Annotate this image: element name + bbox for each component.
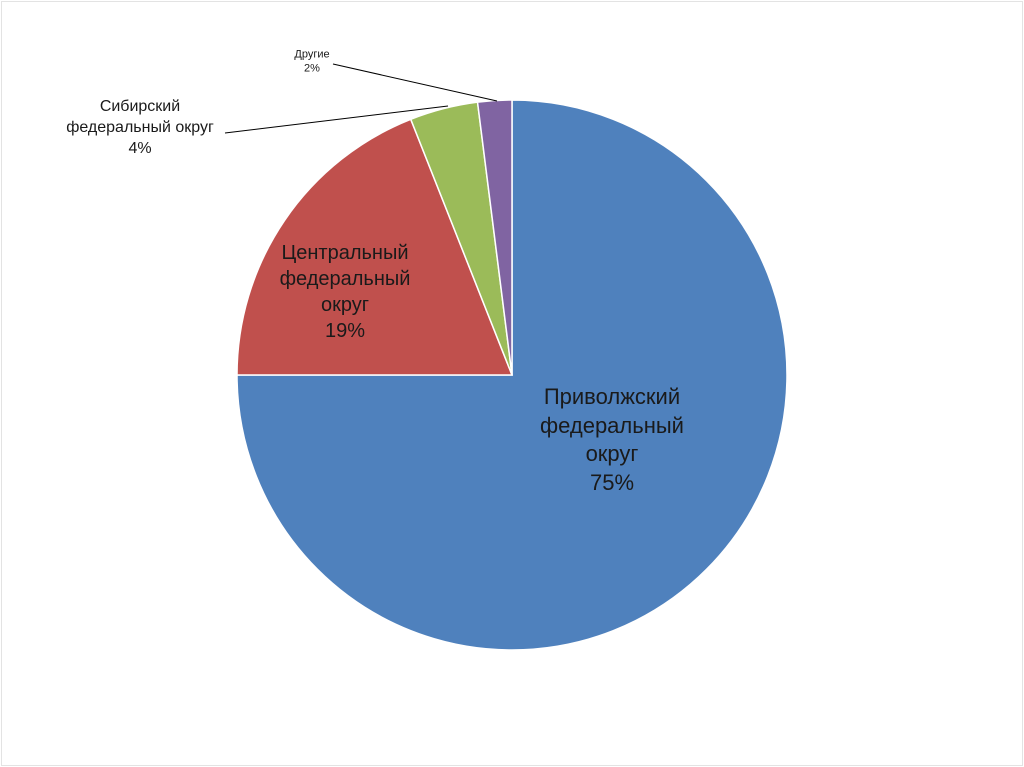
data-label: Сибирский федеральный округ 4% bbox=[60, 97, 220, 159]
data-label: Центральный федеральный округ 19% bbox=[255, 240, 435, 344]
label-value: 75% bbox=[589, 469, 635, 495]
label-value: 4% bbox=[128, 139, 152, 157]
leader-line bbox=[332, 63, 498, 102]
pie-slice bbox=[236, 99, 788, 651]
label-name: Сибирский федеральный округ bbox=[66, 97, 214, 136]
label-value: 2% bbox=[304, 63, 320, 75]
label-name: Приволжский федеральный округ bbox=[540, 383, 684, 466]
data-label: Другие 2% bbox=[282, 48, 342, 77]
label-value: 19% bbox=[324, 320, 366, 342]
leader-line bbox=[224, 105, 449, 134]
pie-slice bbox=[236, 118, 514, 376]
data-label: Приволжский федеральный округ 75% bbox=[512, 383, 712, 497]
label-name: Центральный федеральный округ bbox=[279, 242, 411, 316]
label-name: Другие bbox=[294, 48, 330, 61]
